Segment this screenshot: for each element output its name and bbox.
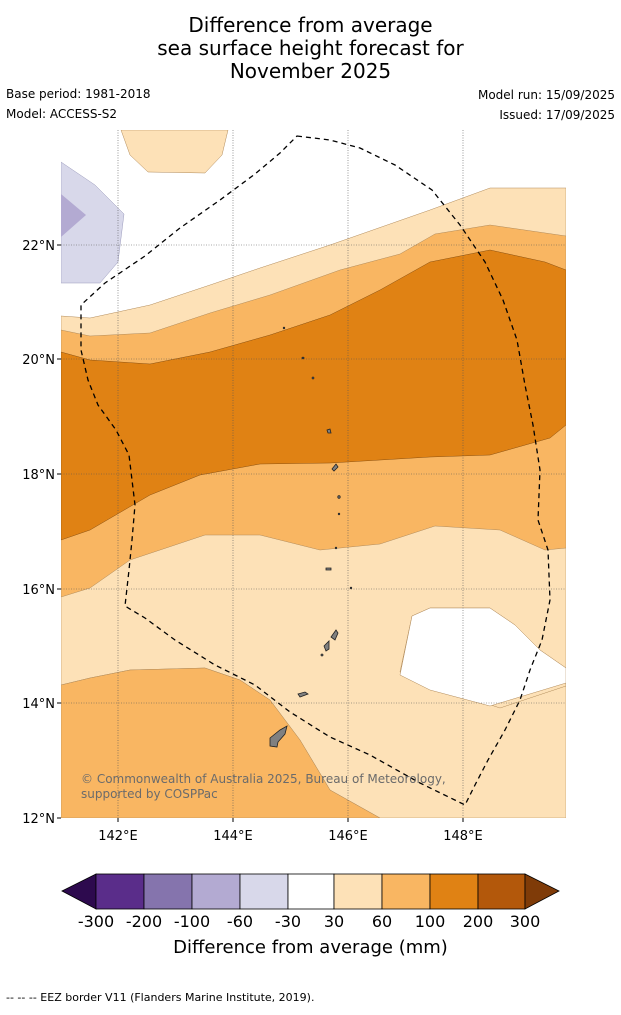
colorbar-tick-pos-60: 60 [371,912,393,931]
land-islands [269,326,353,748]
eez-legend-note: -- -- -- EEZ border V11 (Flanders Marine… [6,991,315,1004]
model-label: Model: ACCESS-S2 [6,107,118,121]
lat-label-12n: 12°N [22,812,55,827]
aguijan-island [320,653,324,657]
colorbar-bin-pos-200 [477,873,526,910]
colorbar-tick-neg-60: -60 [226,912,254,931]
lon-label-148e: 148°E [443,829,483,844]
title-line-1: Difference from average [188,13,433,37]
band-neg-30 [61,161,125,284]
title-line-3: November 2025 [229,59,392,83]
lat-label-14n: 14°N [22,697,55,712]
colorbar-title: Difference from average (mm) [173,937,448,958]
title-line-2: sea surface height forecast for [157,36,464,60]
lat-label-16n: 16°N [22,583,55,598]
anomaly-field [61,130,566,818]
colorbar-tick-pos-30: 30 [323,912,345,931]
lon-label-144e: 144°E [213,829,253,844]
colorbar-bin-pos-60 [381,873,431,910]
farallon-de-pajaros-island [282,326,286,330]
eez-border [80,135,551,806]
colorbar-tick-pos-200: 200 [462,912,494,931]
colorbar-tick-neg-200: -200 [125,912,163,931]
colorbar-bin-pos-100 [429,873,479,910]
lon-label-146e: 146°E [328,829,368,844]
saipan-island [330,629,339,641]
colorbar-extend-high [524,873,560,910]
band-30-60-north [120,130,229,174]
colorbar-tick-pos-100: 100 [414,912,446,931]
colorbar-bin-neg-300 [95,873,145,910]
pagan-island [331,463,339,472]
band-neg-60 [61,194,86,237]
guguan-island [337,512,341,516]
graticule [61,130,566,818]
colorbar-extend-low [61,873,97,910]
colorbar-tick-neg-100: -100 [173,912,211,931]
colorbar-bin-neg-200 [143,873,193,910]
tinian-island [323,640,330,652]
asuncion-island [311,376,315,380]
lon-label-142e: 142°E [98,829,138,844]
base-period-label: Base period: 1981-2018 [6,87,151,101]
lat-label-22n: 22°N [22,239,55,254]
sarigan-island [334,546,338,550]
farallon-island [349,586,353,590]
guam-island [269,725,288,748]
issued-label: Issued: 17/09/2025 [499,108,615,122]
colorbar-tick-pos-300: 300 [509,912,541,931]
lat-label-20n: 20°N [22,353,55,368]
colorbar [61,873,560,910]
colorbar-bin-pos-30 [333,873,383,910]
band-60-100-south [61,667,381,818]
rota-island [297,691,309,698]
alamagan-island [337,495,341,499]
colorbar-tick-neg-300: -300 [77,912,115,931]
anatahan-island [325,567,332,571]
map-title: Difference from average sea surface heig… [0,14,621,83]
maug-island [301,356,305,360]
colorbar-bin-neg-100 [191,873,241,910]
agrihan-island [326,428,332,434]
copyright-notice: © Commonwealth of Australia 2025, Bureau… [81,772,446,801]
colorbar-tick-neg-30: -30 [274,912,302,931]
colorbar-bin-neg-30 [287,873,335,910]
colorbar-bin-neg-60 [239,873,289,910]
lat-label-18n: 18°N [22,468,55,483]
model-run-label: Model run: 15/09/2025 [477,88,615,102]
band-100-200 [61,249,566,541]
